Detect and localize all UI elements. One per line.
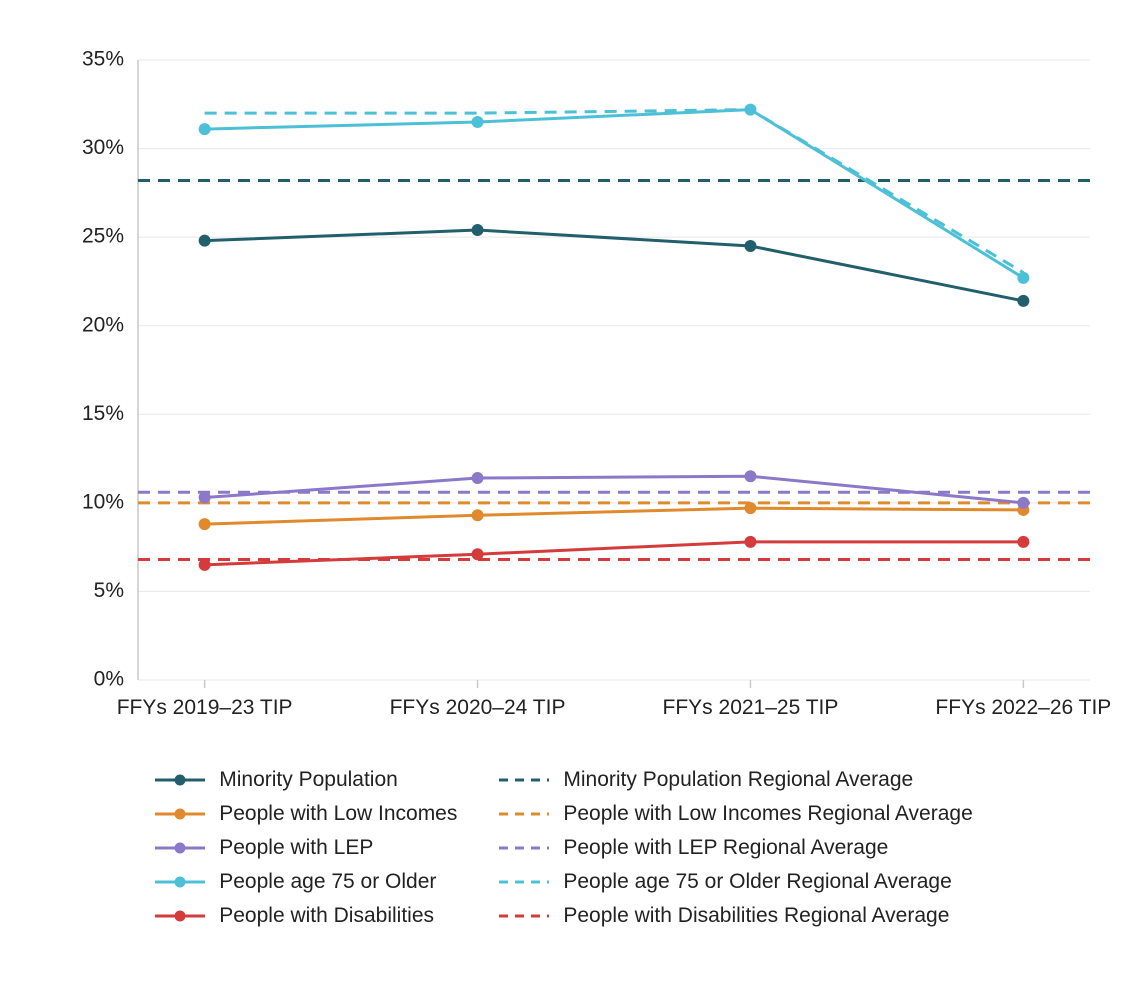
y-tick-label: 15% <box>82 402 124 425</box>
series-marker-age75 <box>199 123 211 135</box>
series-marker-low_income <box>472 509 484 521</box>
x-tick-label: FFYs 2022–26 TIP <box>935 696 1111 719</box>
y-tick-label: 35% <box>82 48 124 71</box>
legend-minority_avg-label: Minority Population Regional Average <box>563 768 913 792</box>
legend-lep_avg: People with LEP Regional Average <box>497 836 972 860</box>
series-marker-minority <box>472 224 484 236</box>
legend-age75: People age 75 or Older <box>153 870 457 894</box>
legend-low_income: People with Low Incomes <box>153 802 457 826</box>
legend: Minority Population Minority Population R… <box>0 768 1126 928</box>
legend-lep-label: People with LEP <box>219 836 373 860</box>
legend-minority_avg: Minority Population Regional Average <box>497 768 972 792</box>
legend-minority-label: Minority Population <box>219 768 398 792</box>
legend-age75_avg-label: People age 75 or Older Regional Average <box>563 870 951 894</box>
series-marker-low_income <box>199 518 211 530</box>
x-tick-label: FFYs 2021–25 TIP <box>663 696 839 719</box>
series-marker-age75 <box>472 116 484 128</box>
series-marker-disabilities <box>744 536 756 548</box>
series-marker-low_income <box>744 502 756 514</box>
x-tick-label: FFYs 2019–23 TIP <box>117 696 293 719</box>
legend-disabilities_avg-label: People with Disabilities Regional Averag… <box>563 904 949 928</box>
legend-low_income_avg-label: People with Low Incomes Regional Average <box>563 802 972 826</box>
legend-lep: People with LEP <box>153 836 457 860</box>
legend-lep_avg-label: People with LEP Regional Average <box>563 836 888 860</box>
series-marker-disabilities <box>1017 536 1029 548</box>
y-tick-label: 10% <box>82 490 124 513</box>
series-marker-minority <box>199 235 211 247</box>
y-tick-label: 5% <box>94 579 124 602</box>
legend-low_income-label: People with Low Incomes <box>219 802 457 826</box>
series-marker-minority <box>744 240 756 252</box>
series-marker-lep <box>472 472 484 484</box>
y-tick-label: 30% <box>82 136 124 159</box>
series-marker-age75 <box>1017 272 1029 284</box>
y-tick-label: 20% <box>82 313 124 336</box>
legend-disabilities-label: People with Disabilities <box>219 904 434 928</box>
series-marker-age75 <box>744 104 756 116</box>
series-marker-disabilities <box>472 548 484 560</box>
series-marker-lep <box>744 470 756 482</box>
y-tick-label: 25% <box>82 225 124 248</box>
series-marker-lep <box>199 492 211 504</box>
chart-container: 0% 5% 10% 15% 20% 25% 30% 35% FFYs 2019–23 TIP FF… <box>0 0 1126 986</box>
series-marker-disabilities <box>199 559 211 571</box>
x-tick-label: FFYs 2020–24 TIP <box>390 696 566 719</box>
legend-age75-label: People age 75 or Older <box>219 870 436 894</box>
legend-disabilities: People with Disabilities <box>153 904 457 928</box>
legend-minority: Minority Population <box>153 768 457 792</box>
series-marker-lep <box>1017 497 1029 509</box>
y-tick-label: 0% <box>94 668 124 691</box>
legend-low_income_avg: People with Low Incomes Regional Average <box>497 802 972 826</box>
legend-disabilities_avg: People with Disabilities Regional Averag… <box>497 904 972 928</box>
legend-age75_avg: People age 75 or Older Regional Average <box>497 870 972 894</box>
series-marker-minority <box>1017 295 1029 307</box>
